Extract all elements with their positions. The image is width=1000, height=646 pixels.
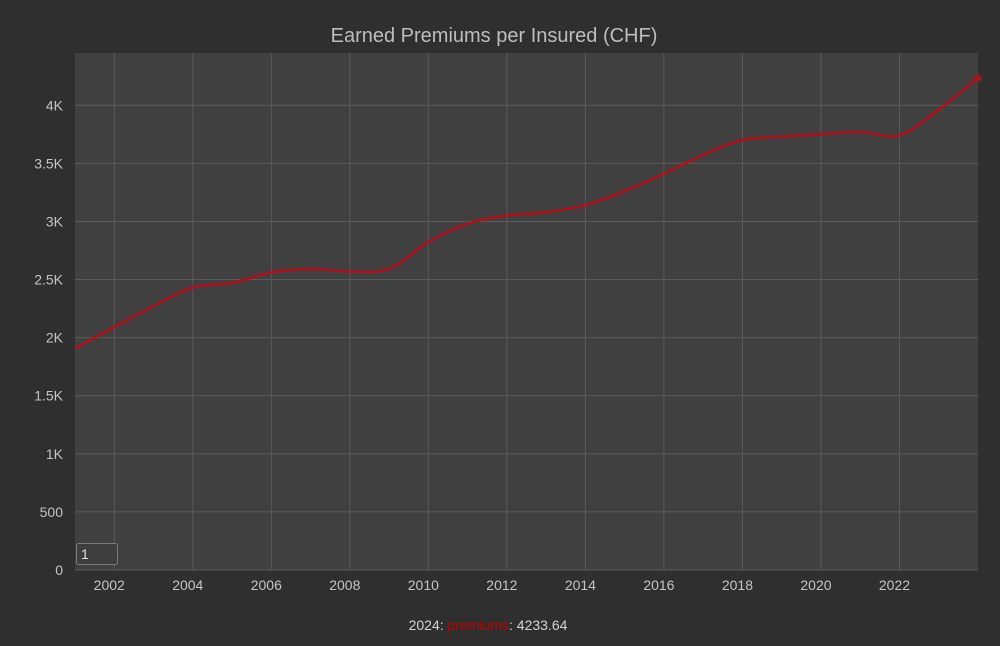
x-tick-label: 2022 <box>879 577 910 593</box>
y-tick-label: 500 <box>40 504 64 520</box>
highlight-point <box>974 74 982 82</box>
series-line-premiums <box>74 77 979 350</box>
x-tick-label: 2006 <box>251 577 282 593</box>
x-axis-ticks: 2002 2004 2006 2008 2010 2012 2014 2016 2018 2020… <box>94 577 911 593</box>
y-tick-label: 2K <box>46 330 64 346</box>
legend-series-name: premiums <box>447 617 509 633</box>
y-tick-label: 1.5K <box>34 388 63 404</box>
x-tick-label: 2012 <box>486 577 517 593</box>
y-tick-label: 2.5K <box>34 272 63 288</box>
y-tick-label: 1K <box>46 446 64 462</box>
x-tick-label: 2014 <box>565 577 596 593</box>
roll-period-input[interactable]: 1 <box>76 543 118 565</box>
legend: 2024: premiums: 4233.64 <box>408 617 568 633</box>
y-tick-label: 0 <box>55 562 63 578</box>
chart-title: Earned Premiums per Insured (CHF) <box>331 25 658 47</box>
y-tick-label: 4K <box>46 97 64 113</box>
x-tick-label: 2004 <box>172 577 203 593</box>
x-tick-label: 2016 <box>643 577 674 593</box>
y-grid <box>75 104 978 571</box>
y-tick-label: 3.5K <box>34 155 63 171</box>
x-grid <box>113 53 900 570</box>
x-tick-label: 2002 <box>94 577 125 593</box>
legend-series-value: 4233.64 <box>516 617 568 633</box>
x-tick-label: 2020 <box>800 577 831 593</box>
series-group <box>74 74 982 350</box>
y-axis-ticks: 0 500 1K 1.5K 2K 2.5K 3K 3.5K 4K <box>34 97 63 578</box>
x-tick-label: 2018 <box>722 577 753 593</box>
x-tick-label: 2008 <box>329 577 360 593</box>
plot-area <box>75 53 978 570</box>
x-tick-label: 2010 <box>408 577 439 593</box>
legend-x-value: 2024 <box>408 617 440 633</box>
y-tick-label: 3K <box>46 213 64 229</box>
